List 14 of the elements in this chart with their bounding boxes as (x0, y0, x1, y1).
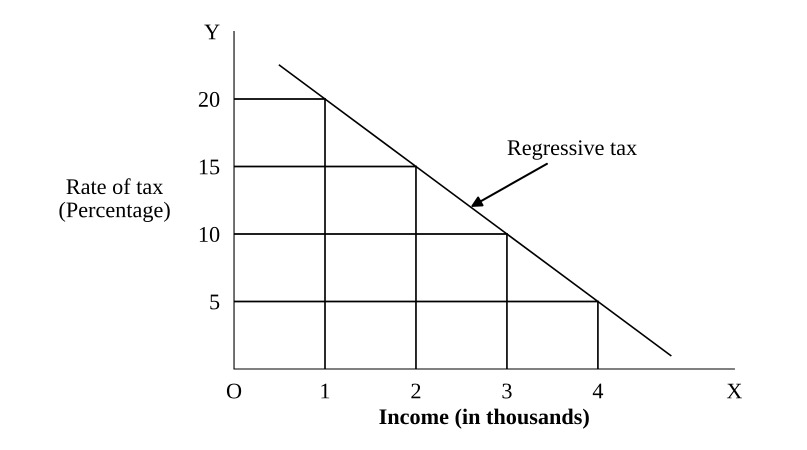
annotation: Regressive tax (508, 140, 637, 160)
x-tick-label: 4 (592, 384, 604, 398)
x-axis-title: Income (in thousands) (379, 408, 589, 429)
x-tick-label: 1 (321, 384, 330, 398)
y-tick-label: Y (204, 24, 220, 40)
x-tick-label: 2 (411, 384, 420, 398)
y-tick-label: 20 (198, 92, 220, 107)
y-tick-label: 10 (200, 226, 220, 242)
x-tick-label: X (726, 384, 742, 398)
y-axis-title: Rate of tax (Percentage) (59, 178, 170, 222)
y-tick-label: 15 (200, 160, 220, 174)
y-tick-label: 5 (210, 294, 220, 310)
x-tick-label: 3 (502, 384, 512, 399)
x-tick-label: O (226, 384, 242, 399)
